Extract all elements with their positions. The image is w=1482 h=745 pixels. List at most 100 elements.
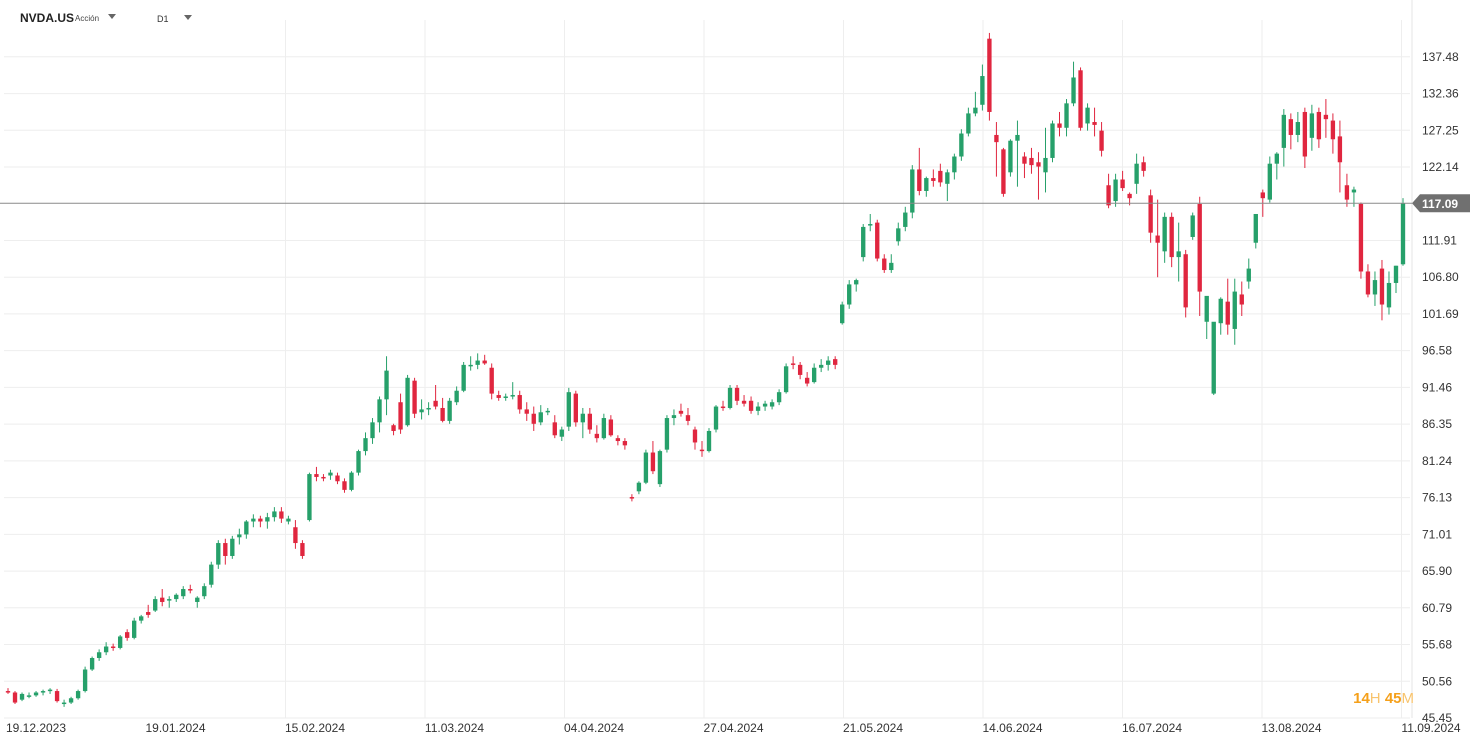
candle-body [1267,163,1272,200]
candle-body [412,380,417,414]
candle [103,642,109,656]
candle-body [370,422,375,439]
candle [342,478,347,493]
candle-body [699,449,705,452]
candle-body [1176,251,1181,258]
candle-body [1281,114,1287,148]
candle-body [580,413,585,423]
candle-body [1169,216,1174,258]
candle-body [124,632,130,638]
candle [1393,265,1399,294]
candle [398,393,403,434]
candle-body [1260,192,1265,199]
candle-body [615,438,621,442]
candle [1071,61,1076,107]
candle-body [671,415,677,419]
candle-body [132,620,137,638]
candle-body [82,669,88,692]
candle-body [110,646,116,649]
candle [54,688,60,703]
candle [826,356,831,371]
candle [664,415,670,453]
symbol-dropdown-icon[interactable] [108,14,116,19]
candle [650,441,656,475]
y-tick-label: 65.90 [1422,564,1452,578]
candle-body [1330,120,1336,140]
candle-body [882,258,887,271]
candle-body [377,399,382,423]
candle-body [545,410,550,413]
candle [384,356,389,416]
asset-type-label[interactable]: Acción [75,14,100,23]
candle [1309,104,1315,151]
candle-body [89,658,95,670]
candle-body [503,396,508,398]
candle-body [1323,114,1329,120]
candle [26,692,32,699]
candle-body [1029,157,1034,166]
candle-body [482,360,487,364]
candle-body [1225,301,1230,325]
candle-body [734,387,740,401]
candle [110,643,116,651]
candle-body [650,452,656,472]
candle [1106,173,1111,209]
candle-body [19,693,25,700]
candle [1386,271,1392,315]
candle-body [1316,111,1322,140]
candle-body [1113,179,1118,202]
candle-body [783,366,789,393]
candle-body [917,169,922,191]
candle-body [657,451,663,485]
candle-body [293,527,298,544]
candle [265,512,270,529]
candle-body [889,262,894,271]
candle-body [209,564,214,585]
candle-body [776,392,782,403]
candle-body [601,418,607,439]
y-tick-label: 101.69 [1422,307,1459,321]
last-price-tag [1412,194,1470,213]
candle [559,426,564,442]
candle-body [272,511,277,518]
candle [1099,122,1104,157]
candle-body [1155,235,1160,243]
candle [1295,111,1301,143]
candle [762,400,768,411]
candle-body [1036,162,1041,167]
candle-body [300,543,305,556]
candle [1155,199,1160,278]
candle-body [1358,203,1364,272]
timeframe-label[interactable]: D1 [157,14,169,24]
candle [1001,147,1006,197]
candle-body [5,691,11,693]
candle [412,377,417,419]
candle-body [875,222,880,259]
candle [356,449,361,476]
candle-body [573,393,578,423]
y-tick-label: 50.56 [1422,674,1452,688]
candle-body [202,586,207,597]
candle-body [1064,103,1069,128]
candle-body [1148,195,1153,233]
candle-body [622,441,628,446]
candle [454,386,459,406]
candle-body [321,476,326,479]
candle [328,469,333,480]
candle-body [461,364,466,391]
candle-body [510,395,515,397]
candle [1267,156,1272,203]
candle [804,372,810,387]
candle [1183,249,1188,318]
symbol-label[interactable]: NVDA.US [20,11,75,25]
candle-body [496,395,501,398]
candle [117,635,123,650]
candle [503,393,508,401]
candle-body [1274,153,1279,164]
candle [1358,202,1364,279]
candle [1029,147,1034,174]
candle-body [1127,193,1132,199]
candle [615,435,621,446]
timeframe-dropdown-icon[interactable] [184,15,192,20]
